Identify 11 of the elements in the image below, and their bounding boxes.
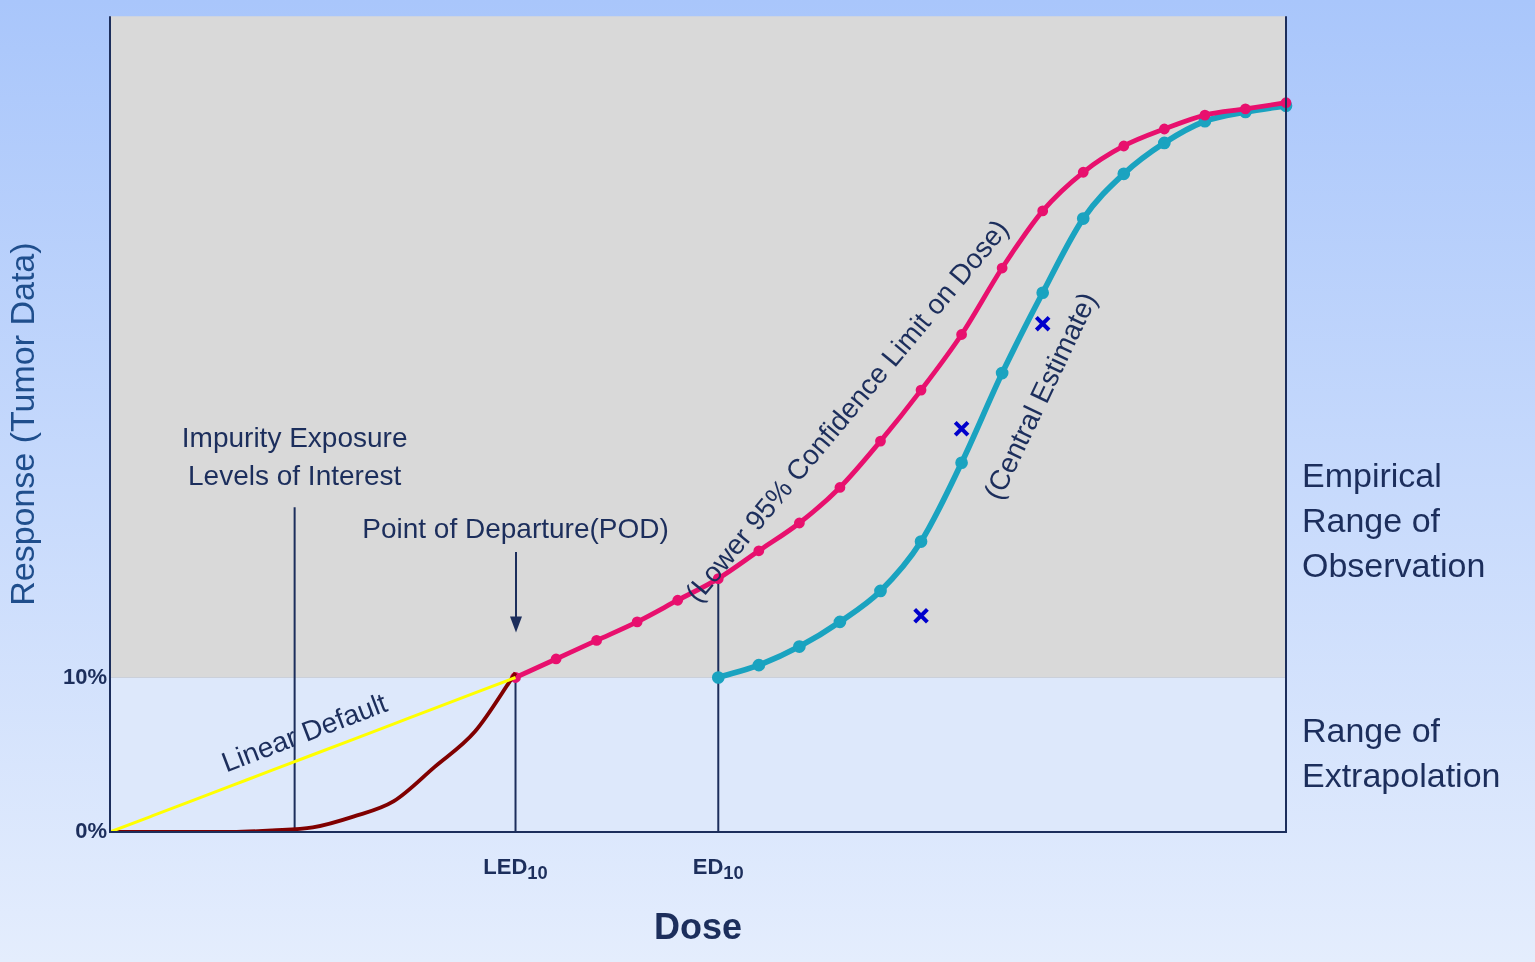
- y-axis-title: Response (Tumor Data): [2, 242, 41, 606]
- band-label: Empirical Range of Observation: [1302, 456, 1486, 585]
- annotation: Point of Departure(POD): [362, 513, 669, 545]
- x-tick-label: LED$_{10}$: [482, 854, 549, 885]
- y-tick-label: 0%: [75, 818, 107, 844]
- y-tick-label: 10%: [62, 663, 107, 689]
- x-axis-title: Dose: [653, 906, 743, 948]
- annotation: Impurity Exposure Levels of Interest: [181, 422, 408, 492]
- text: Linear Default: [217, 686, 392, 779]
- band-label: Range of Extrapolation: [1302, 710, 1501, 794]
- x-tick-label: ED$_{10}$: [691, 854, 745, 885]
